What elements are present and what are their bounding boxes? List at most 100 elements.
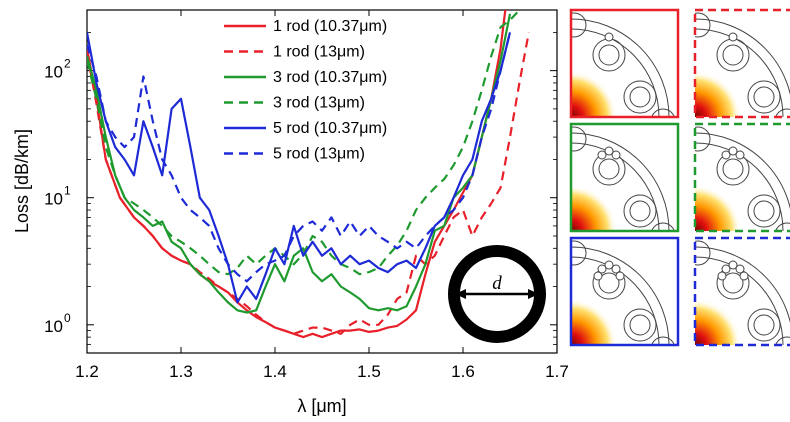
cladding-arc — [695, 28, 784, 117]
inset-panel — [569, 8, 680, 119]
capillary-icon — [747, 308, 781, 342]
series-line-4 — [87, 10, 521, 276]
series-line-2 — [87, 32, 530, 335]
edge-capillary-icon — [571, 12, 587, 38]
inset-border — [569, 236, 680, 347]
edge-capillary-icon — [651, 222, 675, 231]
mode-field-heatmap — [695, 299, 741, 345]
capillary-icon — [747, 80, 781, 114]
edge-capillary-icon — [695, 240, 711, 266]
y-tick-exponent: 0 — [64, 311, 71, 325]
y-tick-base: 10 — [44, 190, 63, 209]
y-tick-exponent: 1 — [64, 184, 71, 198]
edge-capillary-icon — [695, 12, 711, 38]
cladding-arc — [571, 256, 660, 345]
rod-icon — [615, 271, 625, 281]
y-axis-label: Loss [dB/km] — [12, 129, 32, 233]
inset-border — [693, 8, 790, 119]
edge-capillary-icon — [651, 108, 675, 117]
legend-entry-label: 5 rod (10.37μm) — [273, 120, 387, 137]
mode-field-heatmap — [571, 71, 617, 117]
cladding-arc — [571, 246, 670, 345]
legend: 1 rod (10.37μm) 1 rod (13μm) 3 rod (10.37μ… — [224, 18, 387, 163]
nested-capillary-icon — [629, 200, 651, 222]
series-line-6 — [87, 32, 512, 283]
cladding-arc — [695, 256, 784, 345]
x-tick-label: 1.3 — [169, 362, 193, 381]
nested-capillary-icon — [629, 314, 651, 336]
nested-capillary-icon — [598, 158, 620, 180]
legend-entry-label: 1 rod (13μm) — [273, 44, 365, 61]
edge-capillary-icon — [775, 222, 790, 231]
inset-border — [569, 8, 680, 119]
rod-icon — [611, 264, 621, 274]
rod-icon — [735, 150, 745, 160]
legend-entry-label: 1 rod (10.37μm) — [273, 18, 387, 35]
arrow-left-icon — [455, 289, 466, 299]
series-group — [87, 10, 530, 339]
series-line-3 — [87, 13, 512, 314]
legend-entry-label: 3 rod (10.37μm) — [273, 69, 387, 86]
rod-icon — [611, 150, 621, 160]
nested-capillary-icon — [629, 86, 651, 108]
rod-icon — [604, 260, 614, 270]
inset-panel — [569, 236, 680, 347]
edge-capillary-icon — [651, 336, 675, 345]
rod-icon — [604, 146, 614, 156]
rod-icon — [735, 264, 745, 274]
inset-border — [693, 122, 790, 233]
mode-field-heatmap — [571, 299, 617, 345]
inset-panel — [693, 236, 790, 347]
y-tick-exponent: 2 — [64, 57, 71, 71]
edge-capillary-icon — [571, 240, 587, 266]
y-tick-label: 10 2 — [44, 57, 71, 82]
edge-capillary-icon — [775, 108, 790, 117]
capillary-icon — [623, 194, 657, 228]
mode-field-heatmap — [695, 185, 741, 231]
arrow-right-icon — [528, 289, 539, 299]
rod-icon — [604, 32, 614, 42]
rod-icon — [593, 271, 603, 281]
y-tick-base: 10 — [44, 317, 63, 336]
nested-capillary-icon — [722, 44, 744, 66]
nested-capillary-icon — [598, 272, 620, 294]
cladding-arc — [695, 132, 790, 210]
cladding-arc — [695, 142, 784, 231]
x-tick-label: 1.2 — [75, 362, 99, 381]
y-tick-base: 10 — [44, 63, 63, 82]
edge-capillary-icon — [571, 126, 587, 152]
nested-capillary-icon — [722, 158, 744, 180]
nested-capillary-icon — [753, 314, 775, 336]
nested-capillary-icon — [753, 86, 775, 108]
inset-border — [569, 122, 680, 233]
capillary-icon — [623, 308, 657, 342]
x-tick-label: 1.6 — [451, 362, 475, 381]
legend-entry-label: 3 rod (13μm) — [273, 95, 365, 112]
rod-icon — [728, 32, 738, 42]
rod-icon — [717, 271, 727, 281]
y-tick-label: 10 0 — [44, 311, 71, 336]
x-tick-label: 1.7 — [545, 362, 569, 381]
rod-icon — [597, 264, 607, 274]
cladding-arc — [571, 132, 670, 231]
series-line-1 — [87, 10, 507, 339]
x-axis-label: λ [μm] — [297, 396, 346, 416]
rod-icon — [739, 271, 749, 281]
y-tick-label: 10 1 — [44, 184, 71, 209]
capillary-icon — [747, 194, 781, 228]
fiber-mode-insets — [569, 8, 790, 347]
inset-panel — [569, 122, 680, 233]
nested-capillary-icon — [753, 200, 775, 222]
rod-icon — [721, 150, 731, 160]
cladding-arc — [695, 18, 790, 96]
cladding-arc — [571, 18, 670, 117]
cladding-arc — [695, 246, 790, 324]
nested-capillary-icon — [722, 272, 744, 294]
inset-panel — [693, 122, 790, 233]
rod-icon — [721, 264, 731, 274]
edge-capillary-icon — [695, 126, 711, 152]
cladding-arc — [571, 28, 660, 117]
capillary-icon — [623, 80, 657, 114]
plot-area — [86, 9, 558, 354]
